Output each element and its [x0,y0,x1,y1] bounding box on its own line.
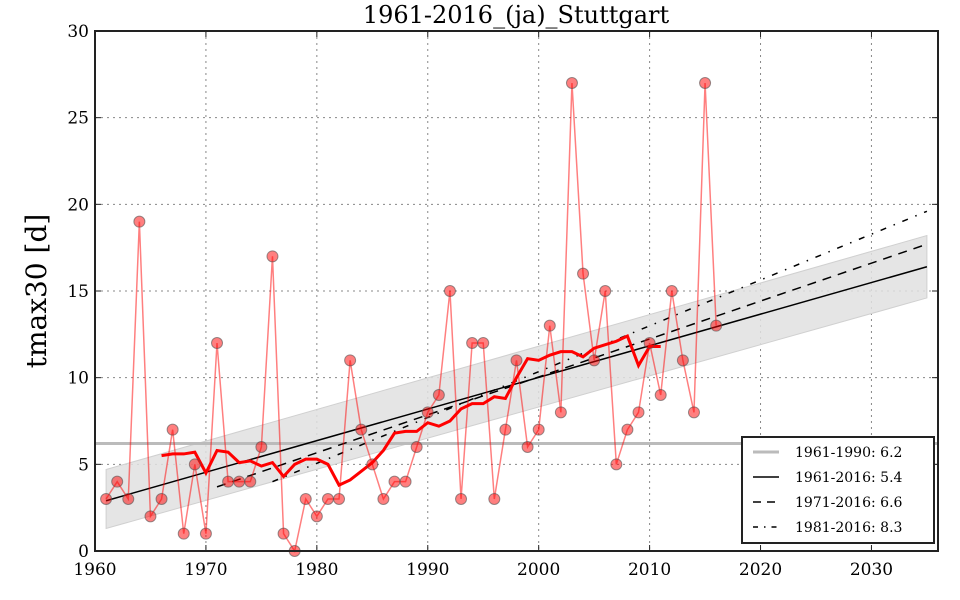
data-point [255,441,268,453]
data-point [432,389,445,401]
data-point [388,475,401,488]
chart-title: 1961-2016_(ja)_Stuttgart [363,1,670,29]
data-point [632,406,645,419]
y-tick-label: 10 [67,369,89,389]
annual-value-points [100,77,723,557]
data-point [299,493,312,505]
annual-values-line [105,82,717,553]
trend-1971-2016 [216,243,928,488]
data-point [521,441,534,453]
annual-values-polyline [105,82,717,553]
data-point [687,406,700,419]
data-point [277,527,290,540]
data-point [211,337,224,349]
y-tick-label: 15 [67,282,89,302]
y-axis-label: tmax30 [d] [20,214,53,369]
data-point [676,354,689,367]
data-point [166,423,179,436]
data-point [699,77,712,89]
x-tick-label: 1980 [295,560,338,580]
data-point [266,250,279,263]
x-tick-label: 2020 [739,560,782,580]
legend-label: 1961-1990: 6.2 [795,445,902,461]
x-tick-label: 2010 [628,560,671,580]
data-point [233,475,246,488]
data-point [710,319,723,332]
data-point [421,406,434,419]
data-point [443,285,456,297]
x-tick-label: 1970 [184,560,227,580]
data-point [333,493,346,505]
data-point [177,527,190,540]
data-point [144,510,157,523]
x-tick-label: 1960 [73,560,116,580]
data-point [310,510,323,523]
legend-box [741,436,935,544]
data-point [499,423,512,436]
data-point [321,493,334,505]
y-tick-label: 0 [78,542,89,562]
y-tick-label: 30 [67,22,89,42]
y-tick-label: 25 [67,109,89,129]
data-point [510,354,523,367]
data-point [155,493,168,505]
data-point [366,458,379,471]
data-point [122,493,135,505]
data-point [543,319,556,332]
data-point [610,458,623,471]
data-point [455,493,468,505]
data-point [554,406,567,419]
data-point [643,337,656,349]
data-point [222,475,235,488]
x-tick-label: 2000 [517,560,560,580]
x-axis-ticks: 1960 1970 1980 1990 2000 2010 2020 2030 [73,31,893,580]
data-point [410,441,423,453]
data-point [577,267,590,280]
data-point [199,527,212,540]
data-point [665,285,678,297]
data-point [565,77,578,89]
data-point [477,337,490,349]
data-point [599,285,612,297]
data-point [188,458,201,471]
data-point [488,493,501,505]
data-point [621,423,634,436]
data-point [111,475,124,488]
data-point [532,423,545,436]
data-point [377,493,390,505]
running-mean-line [161,334,661,488]
data-point [588,354,601,367]
data-point [100,493,113,505]
legend-label: 1981-2016: 8.3 [795,520,902,536]
data-point [399,475,412,488]
legend-label: 1961-2016: 5.4 [795,470,903,486]
data-point [466,337,479,349]
data-point [244,475,257,488]
y-axis-ticks: 0 5 10 15 20 25 30 [67,22,938,562]
data-point [355,423,368,436]
x-tick-label: 2030 [850,560,893,580]
y-tick-label: 5 [78,455,89,475]
y-tick-label: 20 [67,195,89,215]
x-tick-label: 1990 [406,560,449,580]
legend: 1961-1990: 6.2 1961-2016: 5.4 1971-2016: 6… [741,436,935,544]
data-point [344,354,357,367]
legend-label: 1971-2016: 6.6 [795,495,903,511]
data-point [133,215,146,228]
running-mean-polyline [161,334,661,488]
data-point [654,389,667,401]
